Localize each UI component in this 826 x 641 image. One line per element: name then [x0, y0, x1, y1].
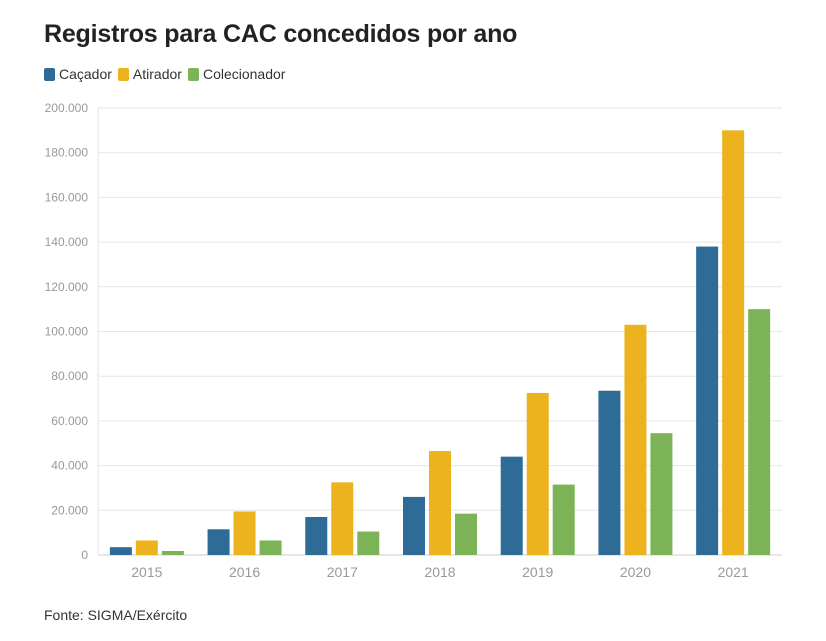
y-tick-label: 0: [81, 548, 88, 562]
bar-cacador-2019[interactable]: [500, 456, 523, 555]
legend-item-colecionador[interactable]: Colecionador: [187, 66, 286, 82]
bar-atirador-2018[interactable]: [429, 451, 451, 555]
x-tick-label: 2017: [327, 564, 358, 580]
bar-colecionador-2019[interactable]: [552, 484, 575, 555]
y-tick-label: 200.000: [45, 101, 89, 115]
legend-label-atirador: Atirador: [132, 66, 182, 82]
legend-item-cacador[interactable]: Caçador: [44, 66, 112, 82]
legend-swatch-cacador: [44, 67, 55, 81]
bar-cacador-2020[interactable]: [598, 390, 621, 555]
legend: Caçador Atirador Colecionador: [44, 66, 291, 82]
x-tick-label: 2020: [620, 564, 651, 580]
bar-cacador-2015[interactable]: [109, 547, 132, 555]
y-tick-label: 160.000: [45, 190, 89, 204]
bar-cacador-2018[interactable]: [403, 496, 425, 555]
x-tick-label: 2015: [131, 564, 162, 580]
y-tick-label: 20.000: [51, 503, 88, 517]
bar-atirador-2020[interactable]: [624, 324, 647, 555]
x-axis: 2015 2016 2017 2018 2019 2020 2021: [131, 564, 749, 580]
y-tick-label: 140.000: [45, 235, 89, 249]
y-axis: 0 20.000 40.000 60.000 80.000 100.000 120.000 1…: [45, 101, 89, 562]
bars: [109, 130, 771, 555]
bar-atirador-2016[interactable]: [233, 511, 256, 555]
y-tick-label: 120.000: [45, 280, 89, 294]
grid-lines: [97, 107, 782, 556]
legend-swatch-atirador: [117, 67, 129, 81]
bar-atirador-2021[interactable]: [722, 130, 745, 555]
y-tick-label: 100.000: [45, 325, 89, 339]
bar-atirador-2019[interactable]: [526, 392, 549, 555]
x-tick-label: 2016: [229, 564, 260, 580]
bar-colecionador-2021[interactable]: [748, 309, 771, 555]
chart-title: Registros para CAC concedidos por ano: [44, 20, 518, 48]
bar-atirador-2015[interactable]: [135, 540, 158, 555]
bar-colecionador-2020[interactable]: [650, 433, 673, 555]
bar-colecionador-2017[interactable]: [357, 531, 380, 555]
source-note: Fonte: SIGMA/Exército: [44, 607, 188, 623]
bar-cacador-2017[interactable]: [305, 517, 328, 555]
y-tick-label: 60.000: [51, 414, 88, 428]
bar-cacador-2021[interactable]: [696, 246, 719, 555]
y-tick-label: 180.000: [45, 146, 89, 160]
bar-colecionador-2016[interactable]: [259, 540, 282, 555]
bar-colecionador-2018[interactable]: [455, 513, 477, 555]
x-tick-label: 2018: [424, 564, 455, 580]
y-tick-label: 40.000: [51, 459, 88, 473]
x-tick-label: 2021: [718, 564, 749, 580]
x-tick-label: 2019: [522, 564, 553, 580]
bar-colecionador-2015[interactable]: [161, 550, 184, 555]
legend-label-cacador: Caçador: [59, 66, 112, 82]
bar-atirador-2017[interactable]: [331, 482, 354, 555]
y-tick-label: 80.000: [51, 369, 88, 383]
bar-cacador-2016[interactable]: [207, 529, 230, 555]
legend-swatch-colecionador: [187, 67, 199, 81]
legend-item-atirador[interactable]: Atirador: [117, 66, 182, 82]
legend-label-colecionador: Colecionador: [202, 66, 286, 82]
